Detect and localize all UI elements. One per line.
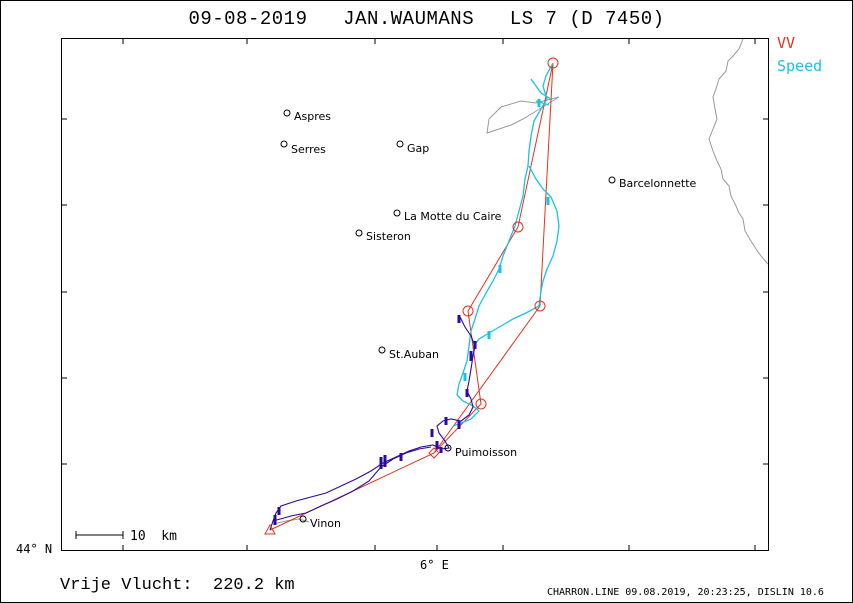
- scale-bar-label: 10 km: [130, 529, 177, 544]
- turnpoint-1: [547, 57, 559, 69]
- scale-bar: [75, 531, 124, 539]
- vario-marks: [273, 315, 477, 525]
- town-label-puimoisson: Puimoisson: [455, 446, 517, 459]
- longitude-label: 6° E: [420, 558, 449, 572]
- finish-diamond-icon: [428, 447, 440, 459]
- turnpoint-5: [475, 398, 487, 410]
- software-footer: CHARRON.LINE 09.08.2019, 20:23:25, DISLI…: [547, 587, 824, 598]
- legend-vv: VV: [777, 34, 796, 52]
- vario-track: [269, 314, 476, 531]
- map-title: 09-08-2019 JAN.WAUMANS LS 7 (D 7450): [188, 8, 665, 30]
- town-dot-icon: [393, 209, 401, 217]
- task-legs: [269, 62, 554, 531]
- border-line: [708, 39, 768, 265]
- turnpoint-4: [462, 305, 474, 317]
- map-canvas: Aspres Serres Gap Barcelonnette La Motte…: [62, 39, 768, 550]
- town-dot-icon: [608, 176, 616, 184]
- town-dot-icon: [355, 229, 363, 237]
- town-label-barcelonnette: Barcelonnette: [619, 177, 697, 190]
- town-label-vinon: Vinon: [310, 517, 341, 530]
- river-segment: [272, 518, 310, 525]
- legend-speed: Speed: [777, 57, 823, 75]
- town-label-sisteron: Sisteron: [366, 230, 411, 243]
- speed-track: [452, 62, 560, 427]
- town-label-aspres: Aspres: [294, 110, 331, 123]
- turnpoint-3: [534, 300, 546, 312]
- town-markers: [280, 109, 616, 523]
- town-dot-icon: [378, 346, 386, 354]
- start-triangle-icon: [264, 523, 276, 535]
- town-dot-icon: [396, 140, 404, 148]
- turnpoint-2: [512, 221, 524, 233]
- town-label-serres: Serres: [291, 143, 326, 156]
- town-dot-icon: [280, 140, 288, 148]
- frame-ticks: [62, 39, 768, 550]
- map-frame: Aspres Serres Gap Barcelonnette La Motte…: [61, 38, 769, 551]
- town-label-gap: Gap: [407, 142, 429, 155]
- town-dot-icon: [444, 444, 452, 452]
- town-label-la-motte-du-caire: La Motte du Caire: [404, 210, 502, 223]
- town-dot-icon: [283, 109, 291, 117]
- lake-outline: [486, 96, 560, 134]
- town-label-st-auban: St.Auban: [389, 348, 439, 361]
- town-dot-icon: [299, 515, 307, 523]
- latitude-label: 44° N: [16, 542, 53, 556]
- speed-marks: [463, 99, 550, 381]
- distance-label: Vrije Vlucht: 220.2 km: [60, 576, 295, 595]
